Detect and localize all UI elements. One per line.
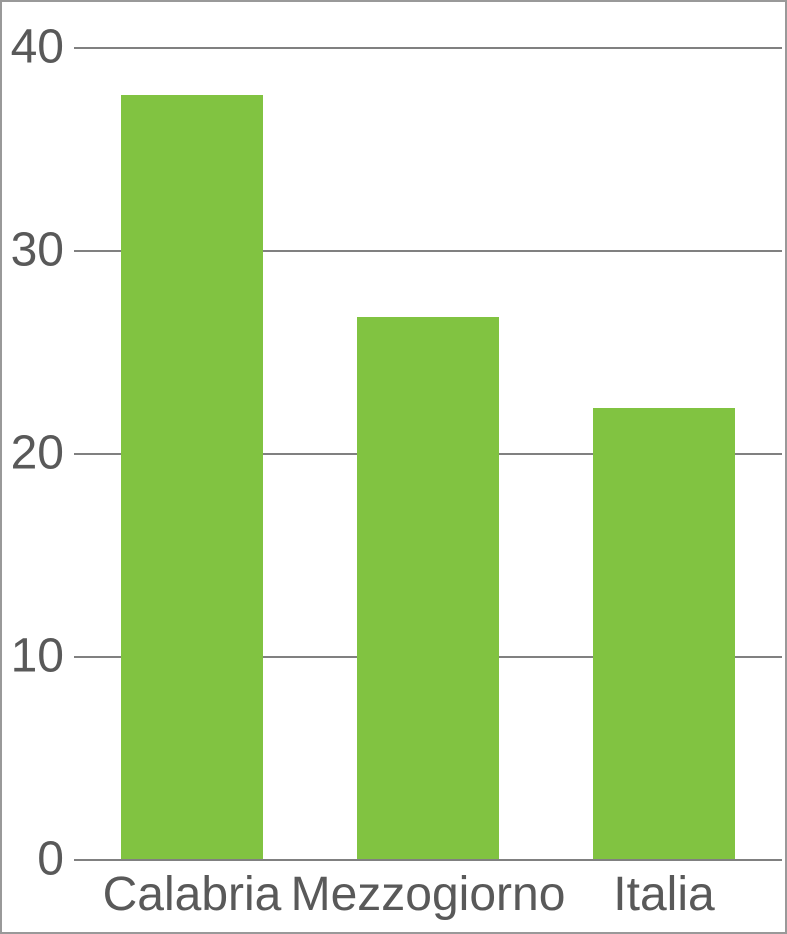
ytick-label: 20 <box>11 425 64 480</box>
baseline <box>74 859 782 861</box>
ytick-label: 40 <box>11 19 64 74</box>
bar-chart: 0 10 20 30 40 CalabriaMezzogiorno Italia <box>0 0 787 934</box>
xtick-label: Mezzogiorno <box>291 867 566 922</box>
gridline <box>74 47 782 49</box>
ytick-label: 10 <box>11 628 64 683</box>
xtick-label: Italia <box>613 867 714 922</box>
ytick-label: 30 <box>11 222 64 277</box>
plot-area: 010203040CalabriaMezzogiornoItalia <box>74 6 782 859</box>
bar <box>121 95 263 859</box>
xtick-label: Calabria <box>103 867 282 922</box>
bar <box>593 408 735 859</box>
ytick-label: 0 <box>37 832 64 887</box>
bar <box>357 317 499 859</box>
